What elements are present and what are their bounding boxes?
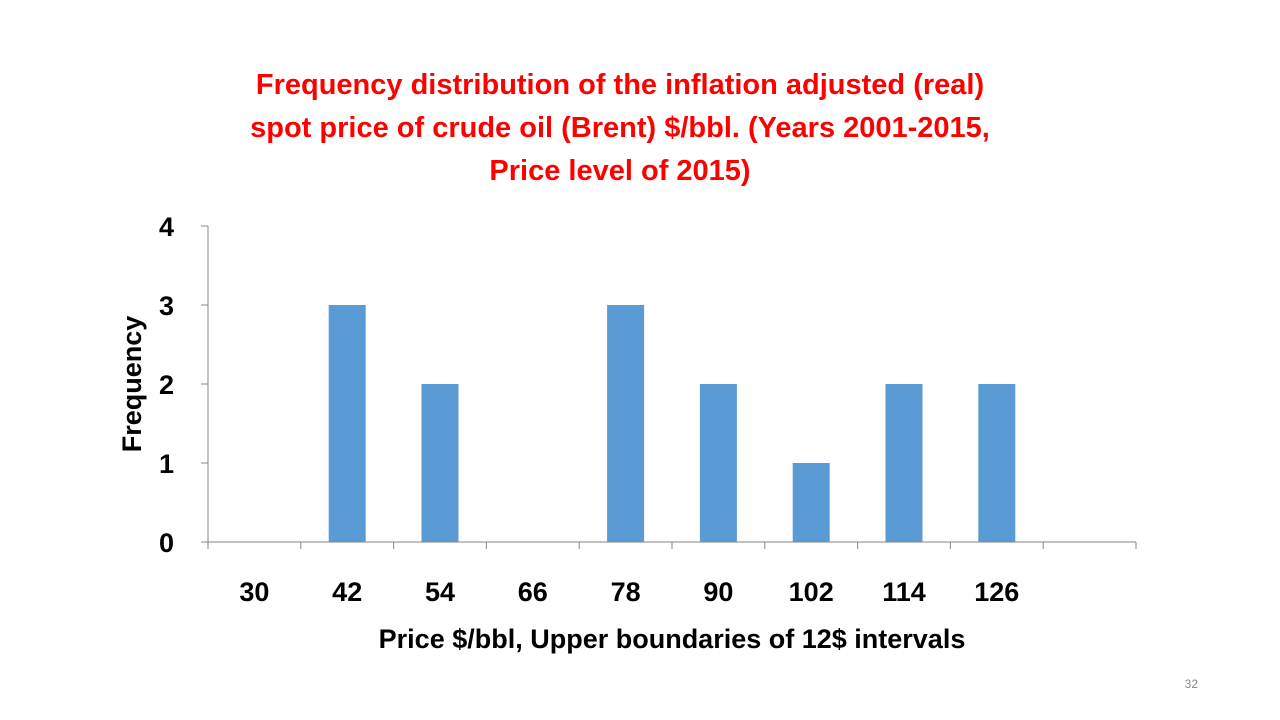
bar: [792, 463, 830, 542]
y-tick-label: 0: [159, 528, 174, 558]
x-tick-label: 54: [425, 577, 455, 607]
y-axis-title: Frequency: [117, 316, 147, 453]
bar: [421, 384, 459, 542]
x-tick-label: 78: [611, 577, 641, 607]
bar: [328, 305, 366, 542]
x-tick-label: 126: [974, 577, 1019, 607]
y-tick-label: 1: [159, 449, 174, 479]
chart-title-line-2: spot price of crude oil (Brent) $/bbl. (…: [250, 112, 990, 144]
bar: [607, 305, 645, 542]
x-tick-label: 30: [239, 577, 269, 607]
x-axis-title: Price $/bbl, Upper boundaries of 12$ int…: [379, 624, 966, 654]
labels-layer: 0 1 2 3 4 30 42 54 66 78 90 102 114 126: [159, 212, 1019, 607]
x-tick-label: 90: [703, 577, 733, 607]
axes-layer: [201, 225, 1137, 549]
page-number: 32: [1184, 677, 1198, 691]
x-tick-label: 114: [882, 577, 926, 607]
chart-title-line-3: Price level of 2015): [489, 155, 751, 187]
chart-title: Frequency distribution of the inflation …: [120, 64, 1120, 193]
x-tick-label: 102: [789, 577, 834, 607]
bar: [885, 384, 923, 542]
x-tick-label: 66: [518, 577, 548, 607]
bar: [699, 384, 737, 542]
bar: [978, 384, 1016, 542]
y-tick-label: 4: [159, 212, 174, 242]
bars-layer: [328, 305, 1016, 542]
x-tick-label: 42: [332, 577, 362, 607]
y-tick-label: 2: [159, 370, 174, 400]
y-tick-label: 3: [159, 291, 174, 321]
chart-title-line-1: Frequency distribution of the inflation …: [255, 69, 985, 101]
